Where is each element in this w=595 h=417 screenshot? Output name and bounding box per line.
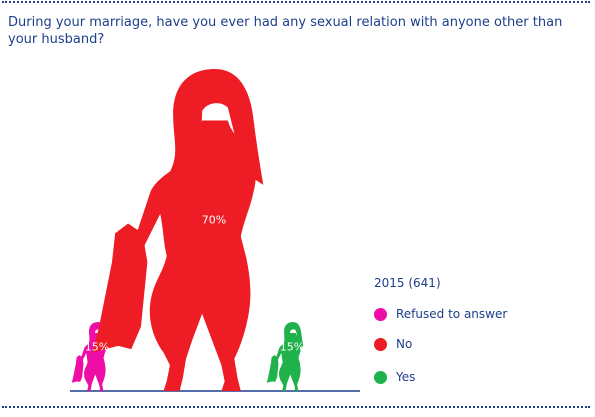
legend-label-no: No <box>396 337 413 351</box>
legend-item-no: No <box>374 337 574 353</box>
legend-swatch-yes <box>374 371 387 384</box>
value-label-no: 70% <box>202 214 226 227</box>
top-dotted-divider <box>2 1 590 3</box>
legend-title: 2015 (641) <box>374 276 441 290</box>
legend-label-yes: Yes <box>396 370 416 384</box>
bottom-dotted-divider <box>2 406 590 408</box>
pictogram-mark-yes <box>266 322 304 391</box>
legend-item-yes: Yes <box>374 370 574 386</box>
value-label-yes: 15% <box>280 340 304 353</box>
legend-swatch-refused <box>374 308 387 321</box>
value-label-refused: 15% <box>85 340 109 353</box>
pictogram-mark-no <box>92 69 264 392</box>
chart-value-labels: 15% 70% 15% <box>85 214 304 354</box>
question-text: During your marriage, have you ever had … <box>8 15 563 47</box>
legend-item-refused: Refused to answer <box>374 307 574 323</box>
chart-marks <box>71 69 304 392</box>
legend-label-refused: Refused to answer <box>396 307 508 321</box>
legend: 2015 (641) Refused to answer No Yes <box>374 276 574 391</box>
legend-swatch-no <box>374 338 387 351</box>
